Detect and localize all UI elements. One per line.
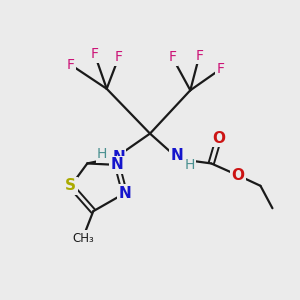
Text: N: N [112, 150, 125, 165]
Text: F: F [91, 47, 99, 61]
Text: F: F [195, 49, 203, 63]
Text: N: N [118, 186, 131, 201]
Text: N: N [111, 158, 124, 172]
Text: O: O [232, 168, 244, 183]
Text: N: N [170, 148, 183, 164]
Text: H: H [184, 158, 195, 172]
Text: CH₃: CH₃ [72, 232, 94, 244]
Text: H: H [97, 148, 107, 161]
Text: F: F [168, 50, 176, 64]
Text: F: F [216, 62, 224, 76]
Text: O: O [212, 130, 225, 146]
Text: F: F [115, 50, 123, 64]
Text: F: F [67, 58, 75, 72]
Text: S: S [65, 178, 76, 193]
